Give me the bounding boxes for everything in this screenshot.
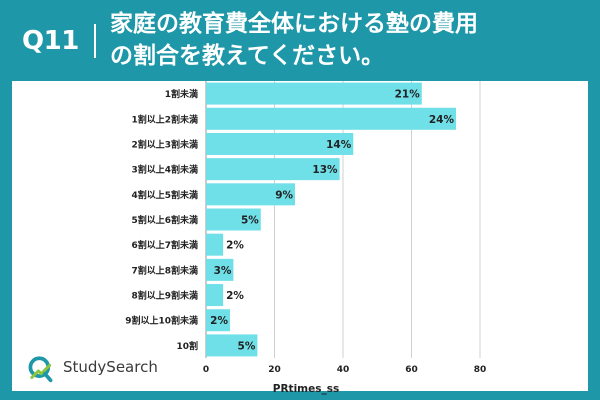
bar <box>206 82 422 105</box>
value-label: 2% <box>226 240 244 252</box>
bar <box>206 334 258 357</box>
bar <box>206 309 230 332</box>
bar <box>206 233 224 256</box>
bar <box>206 158 340 181</box>
value-label: 21% <box>395 89 421 101</box>
category-label: 7割以上8割未満 <box>131 264 198 276</box>
header: Q11 家庭の教育費全体における塾の費用 の割合を教えてください。 <box>0 0 600 80</box>
brand-name: StudySearch <box>63 358 158 376</box>
value-labels: 21% 24% 14% 13% 9% 5% 2% 3% 2% 2% 5% <box>210 89 454 353</box>
value-label: 2% <box>210 315 228 327</box>
x-tick-label: 80 <box>474 365 487 375</box>
bar <box>206 208 261 231</box>
category-label: 4割以上5割未満 <box>131 189 198 201</box>
value-label: 3% <box>214 265 232 277</box>
value-label: 5% <box>241 215 259 227</box>
bar <box>206 284 224 307</box>
value-label: 5% <box>238 340 256 352</box>
value-label: 9% <box>275 189 293 201</box>
category-label: 10割 <box>176 340 198 352</box>
bar <box>206 183 296 206</box>
category-label: 3割以上4割未満 <box>131 164 198 176</box>
category-labels: 1割未満 1割以上2割未満 2割以上3割未満 3割以上4割未満 4割以上5割未満 5割以上… <box>125 88 198 352</box>
category-label: 8割以上9割未満 <box>131 290 198 302</box>
value-label: 24% <box>429 114 455 126</box>
value-label: 2% <box>226 290 244 302</box>
bar <box>206 132 354 155</box>
x-tick-label: 0 <box>203 365 209 375</box>
question-title: 家庭の教育費全体における塾の費用 の割合を教えてください。 <box>110 8 590 72</box>
question-divider <box>94 24 96 58</box>
x-tick-labels: 0 20 40 60 80 <box>203 365 486 375</box>
bar <box>206 258 234 281</box>
category-label: 2割以上3割未満 <box>131 138 198 150</box>
value-label: 14% <box>326 139 352 151</box>
bars <box>206 82 457 357</box>
x-tick-label: 20 <box>268 365 281 375</box>
category-label: 5割以上6割未満 <box>131 214 198 226</box>
category-label: 6割以上7割未満 <box>131 239 198 251</box>
studysearch-logo-icon <box>28 356 53 383</box>
x-tick-label: 60 <box>405 365 418 375</box>
chart-panel <box>12 81 588 391</box>
bar <box>206 107 457 130</box>
x-axis-label: PRtimes_ss <box>273 383 339 395</box>
question-number: Q11 <box>22 26 79 56</box>
title-line-2: の割合を教えてください。 <box>110 43 385 69</box>
category-label: 1割未満 <box>165 88 198 100</box>
value-label: 13% <box>312 164 338 176</box>
category-label: 1割以上2割未満 <box>131 113 198 125</box>
category-label: 9割以上10割未満 <box>125 315 198 327</box>
x-tick-label: 40 <box>337 365 350 375</box>
title-line-1: 家庭の教育費全体における塾の費用 <box>110 11 478 37</box>
